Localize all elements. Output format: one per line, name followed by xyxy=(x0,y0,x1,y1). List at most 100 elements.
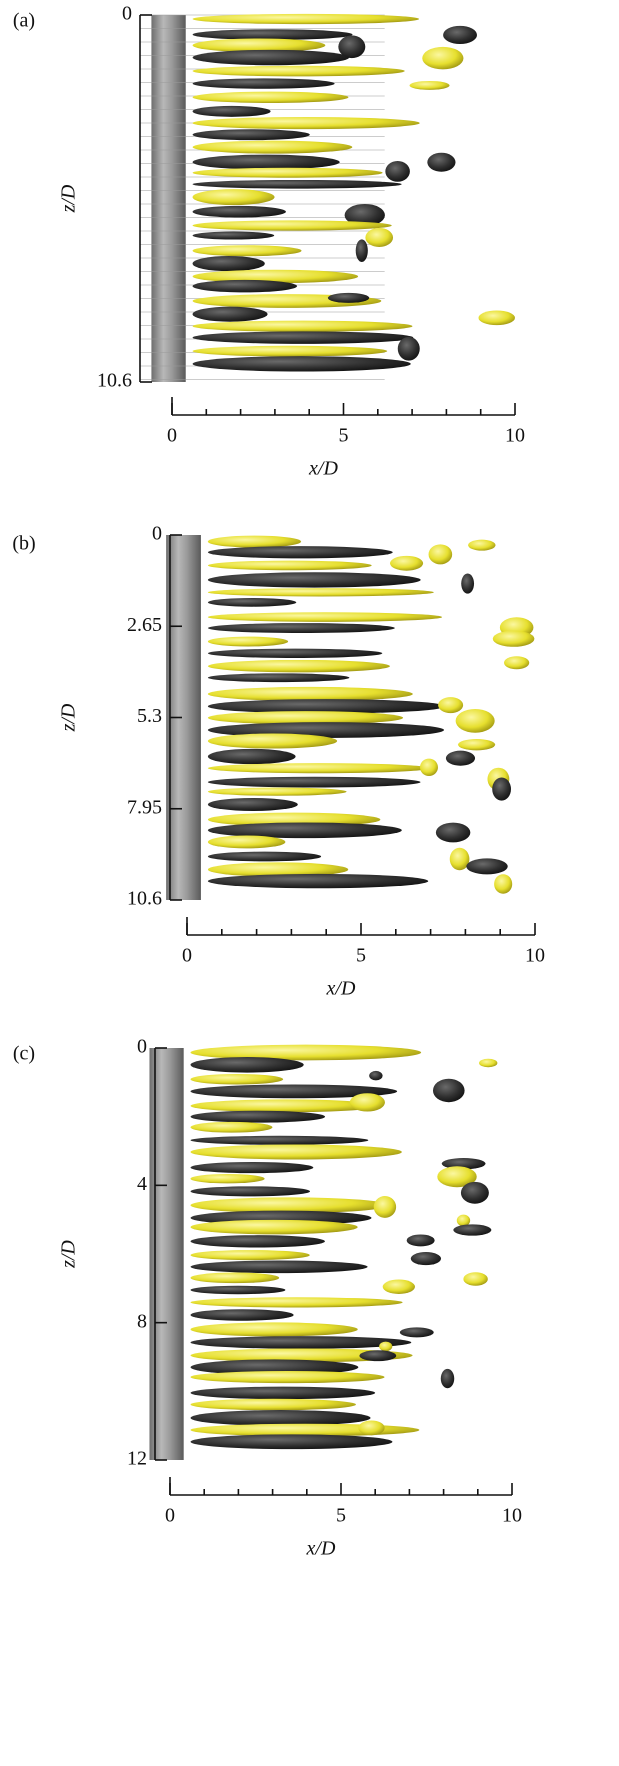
vortex-tube xyxy=(191,1250,310,1260)
vortex-blob xyxy=(443,26,477,44)
vortex-tube xyxy=(208,637,288,647)
vortex-blob xyxy=(461,1182,489,1204)
vortex-blob xyxy=(446,751,475,766)
vortex-tube xyxy=(193,92,349,103)
vortex-tube xyxy=(193,155,340,170)
vortex-tube xyxy=(191,1286,286,1294)
vortex-tube xyxy=(193,117,420,129)
vortex-blob xyxy=(358,1420,384,1435)
vortex-blob xyxy=(411,1252,441,1265)
y-axis-label: z/D xyxy=(58,184,80,213)
x-axis-label: x/D xyxy=(308,458,338,480)
vortex-tube xyxy=(191,1434,393,1449)
vortex-blob xyxy=(374,1196,396,1218)
vortex-blob xyxy=(369,1071,382,1080)
vortex-tube xyxy=(191,1322,358,1336)
vortex-blob xyxy=(365,228,393,247)
vortex-blob xyxy=(356,239,368,262)
y-tick-label: 12 xyxy=(127,1448,147,1470)
vortex-tube xyxy=(191,1261,368,1274)
cylinder xyxy=(151,15,185,382)
vortex-tube xyxy=(208,572,421,587)
vortex-tube xyxy=(193,307,268,322)
x-tick-label: 5 xyxy=(356,945,366,967)
x-tick-label: 10 xyxy=(525,945,545,967)
vortex-blob xyxy=(466,858,507,874)
vortex-tube xyxy=(208,623,395,633)
vortex-tube xyxy=(208,852,321,862)
vortex-tube xyxy=(208,777,421,788)
figure: 010.60510x/Dz/D(a)02.655.37.9510.60510x/… xyxy=(0,0,619,1766)
y-tick-label: 4 xyxy=(137,1173,147,1195)
y-tick-label: 0 xyxy=(137,1036,147,1058)
vortex-blob xyxy=(463,1272,487,1286)
vortex-tube xyxy=(193,78,335,88)
vortex-tube xyxy=(208,598,296,607)
x-tick-label: 5 xyxy=(339,425,349,447)
panel-label: (c) xyxy=(13,1043,35,1065)
y-axis-label: z/D xyxy=(58,1240,80,1269)
vortex-tube xyxy=(193,346,388,357)
vortex-tube xyxy=(191,1273,280,1284)
vortex-blob xyxy=(407,1234,435,1246)
vortex-tube xyxy=(193,168,383,178)
vortex-blob xyxy=(479,1059,497,1067)
vortex-tube xyxy=(208,798,298,811)
vortex-blob xyxy=(458,739,495,750)
vortex-field xyxy=(166,535,534,900)
vortex-tube xyxy=(208,836,285,849)
vortex-tube xyxy=(208,561,372,571)
vortex-tube xyxy=(193,331,414,343)
y-tick-label: 10.6 xyxy=(127,888,162,910)
vortex-blob xyxy=(494,874,512,894)
vortex-tube xyxy=(208,660,390,672)
vortex-tube xyxy=(193,141,353,154)
x-tick-label: 5 xyxy=(336,1505,346,1527)
vortex-tube xyxy=(208,546,393,558)
vortex-tube xyxy=(191,1174,265,1183)
vortex-tube xyxy=(193,245,302,256)
y-tick-label: 7.95 xyxy=(127,796,162,818)
vortex-tube xyxy=(208,687,413,701)
vortex-blob xyxy=(438,697,463,713)
y-tick-label: 0 xyxy=(152,523,162,545)
x-tick-label: 0 xyxy=(167,425,177,447)
vortex-blob xyxy=(350,1093,385,1111)
vortex-blob xyxy=(436,823,470,843)
vortex-tube xyxy=(208,673,350,682)
y-axis-label: z/D xyxy=(58,703,80,732)
vortex-tube xyxy=(208,612,442,622)
vortex-tube xyxy=(191,1399,356,1411)
vortex-blob xyxy=(433,1079,465,1102)
vortex-blob xyxy=(429,544,453,564)
vortex-tube xyxy=(191,1220,358,1234)
vortex-tube xyxy=(191,1145,402,1160)
vortex-blob xyxy=(385,161,410,182)
vortex-field xyxy=(149,1045,497,1460)
panel-label: (b) xyxy=(12,533,35,555)
vortex-blob xyxy=(420,759,438,776)
x-axis-label: x/D xyxy=(306,1538,336,1560)
vortex-tube xyxy=(191,1235,325,1247)
vortex-blob xyxy=(453,1224,491,1235)
vortex-tube xyxy=(208,734,337,749)
vortex-tube xyxy=(193,220,392,230)
vortex-tube xyxy=(193,66,405,77)
vortex-tube xyxy=(193,356,411,371)
vortex-tube xyxy=(193,29,353,40)
vortex-tube xyxy=(193,256,265,271)
vortex-blob xyxy=(427,153,455,172)
vortex-tube xyxy=(208,763,430,773)
vortex-tube xyxy=(191,1336,412,1349)
panel-label: (a) xyxy=(13,10,35,32)
vortex-tube xyxy=(191,1111,326,1123)
vortex-tube xyxy=(191,1297,403,1307)
vortex-tube xyxy=(191,1057,304,1073)
vortex-tube xyxy=(208,536,301,548)
vortex-tube xyxy=(191,1186,311,1196)
x-tick-label: 10 xyxy=(502,1505,522,1527)
vortex-blob xyxy=(379,1342,392,1352)
vortex-tube xyxy=(193,50,350,65)
vortex-tube xyxy=(191,1122,273,1133)
vortex-tube xyxy=(191,1309,294,1320)
